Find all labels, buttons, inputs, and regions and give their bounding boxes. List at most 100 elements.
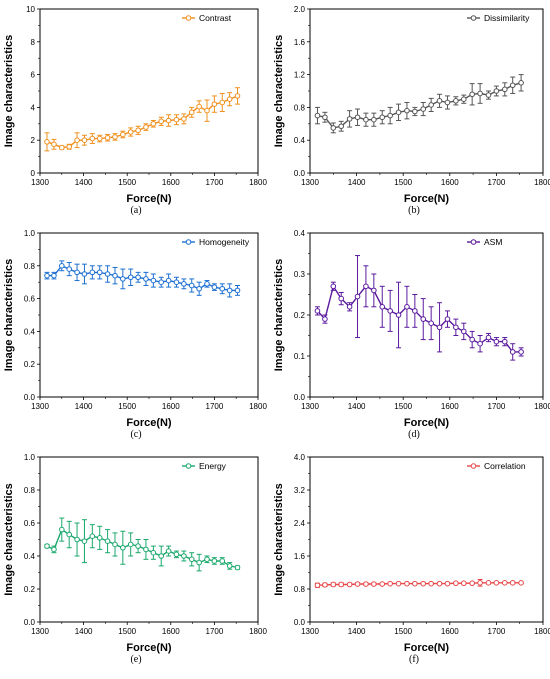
data-point	[104, 538, 111, 544]
data-point	[51, 141, 57, 148]
x-tick-label: 1600	[162, 627, 180, 636]
data-point	[158, 553, 165, 559]
data-point	[204, 281, 210, 287]
data-point	[158, 279, 165, 286]
y-tick-label: 4	[31, 103, 36, 112]
data-point	[363, 116, 369, 123]
x-tick-label: 1400	[348, 627, 366, 636]
y-tick-label: 0.0	[24, 393, 36, 402]
y-tick-label: 6	[31, 71, 36, 80]
x-tick-label: 1500	[394, 627, 412, 636]
legend-marker	[185, 239, 192, 245]
legend: Dissimilarity	[467, 13, 530, 23]
data-point	[135, 543, 141, 549]
x-tick-label: 1800	[534, 627, 550, 636]
data-point	[150, 277, 157, 284]
x-tick-label: 1800	[534, 178, 550, 187]
data-point	[181, 553, 187, 559]
plot-frame	[39, 8, 259, 174]
chart-panel: 1300 1400 1500 1600 1700 1800 0.0 0.8 1.6 2.4 3.2 4…	[273, 453, 550, 665]
x-tick-label: 1300	[31, 402, 49, 411]
y-tick-label: 0	[31, 169, 36, 178]
data-point	[204, 107, 210, 114]
y-tick-label: 3.2	[294, 486, 306, 495]
data-point	[127, 129, 134, 135]
data-point	[322, 582, 328, 588]
data-point	[104, 134, 111, 141]
x-tick-label: 1700	[206, 178, 224, 187]
data-point	[509, 349, 516, 355]
data-point	[453, 324, 459, 331]
x-tick-label: 1700	[206, 402, 224, 411]
data-point	[44, 139, 50, 145]
data-point	[395, 312, 402, 318]
data-point	[165, 117, 172, 124]
x-axis-title: Force(N)	[404, 193, 450, 205]
y-tick-label: 0.3	[294, 270, 306, 279]
data-point	[59, 526, 65, 533]
data-point	[204, 556, 210, 563]
data-point	[89, 533, 96, 540]
data-point	[143, 124, 149, 130]
y-tick-label: 0.2	[24, 360, 36, 369]
data-point	[338, 123, 345, 130]
data-point	[158, 118, 165, 125]
series-dissimilarity	[314, 74, 524, 134]
y-axis-title: Image characteristics	[273, 35, 285, 148]
panel-caption: (c)	[130, 429, 141, 440]
x-tick-label: 1800	[249, 178, 267, 187]
data-point	[89, 135, 96, 142]
legend-label: ASM	[484, 237, 502, 247]
x-axis-title: Force(N)	[126, 642, 172, 654]
data-point	[444, 316, 451, 322]
series-energy	[44, 517, 241, 572]
series-correlation	[314, 579, 524, 589]
y-tick-label: 0.1	[294, 352, 306, 361]
data-point	[89, 269, 96, 276]
data-point	[485, 580, 492, 586]
x-tick-label: 1300	[301, 402, 319, 411]
x-tick-label: 1700	[488, 402, 506, 411]
data-point	[127, 541, 134, 548]
x-tick-label: 1400	[348, 178, 366, 187]
plot-frame	[309, 456, 544, 623]
data-point	[81, 137, 88, 143]
data-point	[444, 99, 451, 106]
data-point	[379, 304, 386, 310]
data-point	[371, 116, 377, 123]
data-point	[74, 137, 80, 143]
data-point	[428, 102, 434, 108]
y-tick-label: 2.4	[294, 519, 306, 528]
chart-panel: 1300 1400 1500 1600 1700 1800 0.0 0.4 0.8 1.2 1.6 2…	[273, 5, 550, 216]
plot-frame	[39, 456, 259, 623]
legend-label: Dissimilarity	[484, 13, 530, 23]
data-point	[120, 276, 126, 282]
data-point	[420, 316, 427, 322]
data-point	[354, 293, 361, 300]
chart-panel: 1300 1400 1500 1600 1700 1800 0.0 0.2 0.4 0.6 0.8 1…	[3, 229, 267, 440]
panel-caption: (d)	[408, 429, 420, 440]
legend-label: Correlation	[484, 461, 526, 471]
data-point	[477, 340, 483, 347]
data-point	[211, 558, 218, 564]
data-point	[453, 98, 459, 104]
y-tick-label: 0.4	[24, 552, 36, 561]
data-point	[44, 272, 50, 279]
panel-caption: (f)	[409, 654, 419, 665]
x-tick-label: 1300	[31, 627, 49, 636]
data-point	[485, 92, 492, 98]
y-axis-title: Image characteristics	[273, 483, 285, 596]
x-tick-label: 1700	[488, 627, 506, 636]
chart-panel: 1300 1400 1500 1600 1700 1800 0.0 0.2 0.4 0.6 0.8 1…	[3, 453, 267, 665]
data-point	[477, 90, 483, 97]
data-point	[330, 125, 337, 131]
data-point	[404, 107, 410, 114]
data-point	[428, 580, 434, 587]
data-point	[196, 103, 202, 110]
data-point	[354, 114, 361, 121]
data-point	[354, 581, 361, 587]
panel-caption: (a)	[130, 205, 141, 216]
x-tick-label: 1700	[488, 178, 506, 187]
data-point	[165, 548, 172, 554]
data-point	[387, 112, 393, 119]
